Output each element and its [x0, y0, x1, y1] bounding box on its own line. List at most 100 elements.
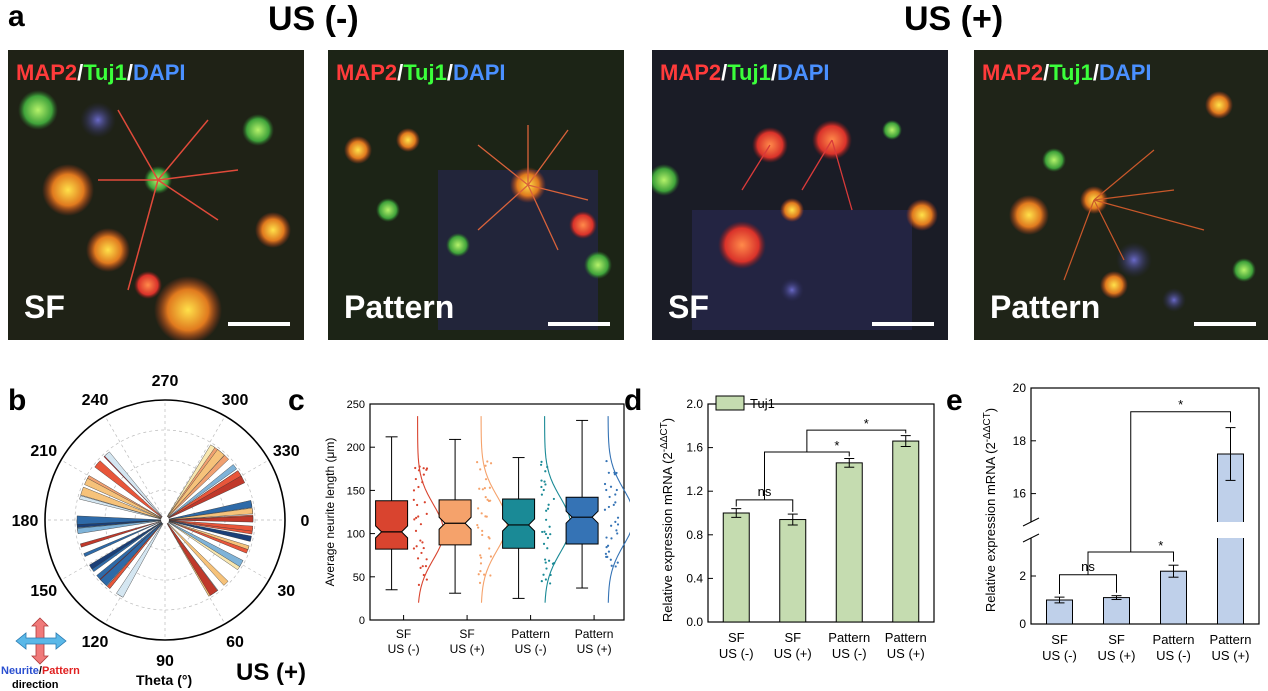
polar-angle-label: 30 [277, 583, 295, 600]
polar-wedge [164, 454, 229, 521]
scatter-point [548, 525, 551, 528]
polar-wedge [164, 519, 252, 542]
bar [892, 440, 920, 623]
us-plus-label: US (+) [236, 659, 306, 686]
scatter-point [549, 582, 552, 585]
stain-legend: MAP2/Tuj1/DAPI [982, 60, 1152, 85]
polar-wedge [164, 464, 237, 521]
scatter-point [489, 499, 492, 502]
box-body [375, 500, 409, 550]
scatter-point [419, 566, 422, 569]
polar-wedge [100, 519, 166, 587]
y-tick-label: 1.6 [686, 441, 703, 455]
scatter-point [486, 460, 489, 463]
x-tick-label: Pattern [1153, 632, 1195, 647]
legend-label: Tuj1 [750, 396, 775, 411]
scale-bar [1194, 322, 1256, 326]
scatter-point [603, 482, 607, 486]
y-tick-label: 0.4 [686, 571, 703, 585]
sig-label: * [1158, 538, 1163, 553]
scatter-point [541, 530, 544, 534]
condition-label: SF [668, 289, 709, 325]
polar-wedge [164, 519, 218, 596]
scatter-point [480, 512, 483, 515]
polar-wedge [76, 515, 166, 525]
scatter-point [614, 520, 617, 523]
scatter-point [544, 470, 547, 473]
micrograph-pattern-us-minus: MAP2/Tuj1/DAPI Pattern [328, 50, 624, 340]
x-tick-label: US (+) [774, 646, 812, 661]
y-tick-label: 2.0 [686, 397, 703, 411]
scatter-point [540, 479, 543, 482]
scatter-point [413, 518, 416, 521]
panel-e-letter: e [946, 384, 963, 417]
x-tick-label: US (-) [515, 642, 547, 656]
scatter-point [423, 501, 426, 504]
scatter-point [616, 561, 619, 564]
y-axis-label: Average neurite length (μm) [323, 438, 337, 587]
scatter-point [422, 573, 425, 577]
scatter-point [552, 497, 555, 501]
polar-angle-label: 330 [273, 443, 300, 460]
scatter-point [488, 547, 491, 550]
scatter-point [604, 552, 607, 555]
scatter-point [540, 493, 543, 496]
polar-angle-label: 60 [226, 634, 244, 651]
scatter-point [607, 505, 611, 509]
scatter-point [414, 529, 418, 532]
axis-break-mark [1022, 533, 1040, 543]
bar-chart-break: 0 2 16 18 20 Relative expression mRNA (2-ΔΔCT… [982, 381, 1260, 663]
scatter-point [422, 546, 425, 550]
micrograph-sf-us-minus: MAP2/Tuj1/DAPI SF [8, 50, 304, 340]
polar-angle-label: 120 [82, 634, 109, 651]
scatter-point [607, 471, 610, 474]
scatter-point [543, 530, 546, 533]
scatter-point [547, 503, 550, 506]
x-tick-label: SF [396, 627, 411, 641]
scatter-point [479, 562, 483, 565]
sig-bracket [735, 499, 794, 512]
scatter-point [546, 507, 550, 510]
scatter-point [488, 486, 491, 489]
panel-a-letter: a [8, 0, 25, 33]
scatter-point [481, 533, 484, 537]
polar-angle-label: 180 [12, 513, 39, 530]
scatter-point [545, 509, 548, 512]
stain-legend: MAP2/Tuj1/DAPI [660, 60, 830, 85]
scatter-point [414, 466, 417, 470]
scatter-point [478, 581, 482, 584]
scatter-point [419, 523, 423, 526]
scatter-point [481, 529, 484, 532]
theta-label: Theta (°) [136, 672, 192, 688]
bar-break-gap [1216, 522, 1245, 538]
bar [1160, 570, 1187, 625]
scatter-point [544, 532, 548, 536]
scatter-point [417, 583, 421, 586]
stain-legend: MAP2/Tuj1/DAPI [336, 60, 506, 85]
polar-wedge [164, 516, 254, 523]
x-tick-label: US (+) [887, 646, 925, 661]
scatter-point [425, 512, 428, 515]
sig-label: * [864, 416, 869, 431]
scatter-point [614, 565, 617, 568]
polar-wedge [89, 519, 166, 570]
y-tick-label: 0 [1019, 617, 1026, 631]
scatter-point [483, 487, 486, 490]
panel-c-letter: c [288, 384, 305, 417]
axis-break-mark [1022, 517, 1040, 527]
scatter-point [479, 556, 483, 559]
scatter-point [544, 483, 547, 486]
scale-bar [872, 322, 934, 326]
polar-angle-label: 210 [30, 443, 57, 460]
scatter-point [542, 573, 545, 576]
y-tick-label: 100 [347, 529, 365, 541]
scatter-point [540, 485, 543, 489]
polar-wedge [164, 449, 225, 521]
polar-angle-label: 150 [30, 583, 57, 600]
scatter-point [609, 558, 612, 561]
scatter-point [546, 536, 550, 539]
polar-wedge [164, 519, 250, 550]
scatter-point [415, 516, 418, 520]
scale-bar [548, 322, 610, 326]
scatter-point [612, 503, 615, 507]
